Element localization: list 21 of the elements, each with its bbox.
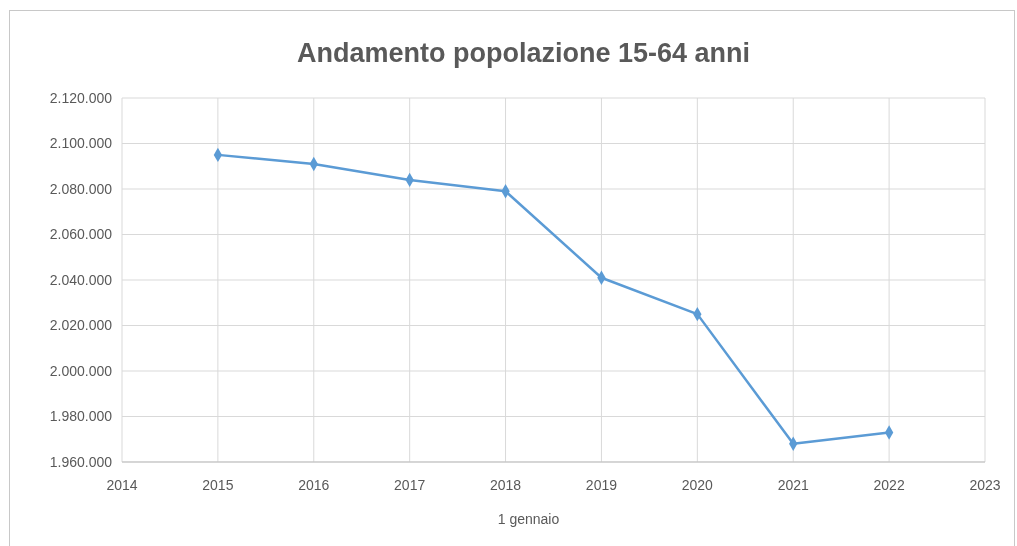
y-tick-label: 2.020.000 [49,317,113,334]
y-tick-label: 2.120.000 [49,89,113,106]
y-tick-label: 2.100.000 [49,135,113,152]
x-tick-label: 2018 [489,477,522,493]
y-tick-label: 2.080.000 [49,180,113,197]
y-tick-label: 1.980.000 [49,408,113,425]
chart-title: Andamento popolazione 15-64 anni [296,38,751,68]
x-tick-label: 2021 [777,477,809,493]
x-tick-label: 2023 [969,477,1001,493]
x-tick-label: 2014 [106,477,138,493]
x-tick-label: 2017 [394,477,426,493]
x-axis-title: 1 gennaio [497,511,560,527]
x-tick-label: 2016 [298,477,330,493]
y-tick-label: 2.040.000 [49,271,113,288]
x-tick-label: 2022 [873,477,905,493]
y-tick-label: 2.060.000 [49,226,113,243]
y-tick-label: 2.000.000 [49,362,113,379]
x-tick-label: 2020 [681,477,714,493]
x-tick-label: 2015 [202,477,234,493]
x-tick-label: 2019 [585,477,618,493]
y-tick-label: 1.960.000 [49,453,113,470]
